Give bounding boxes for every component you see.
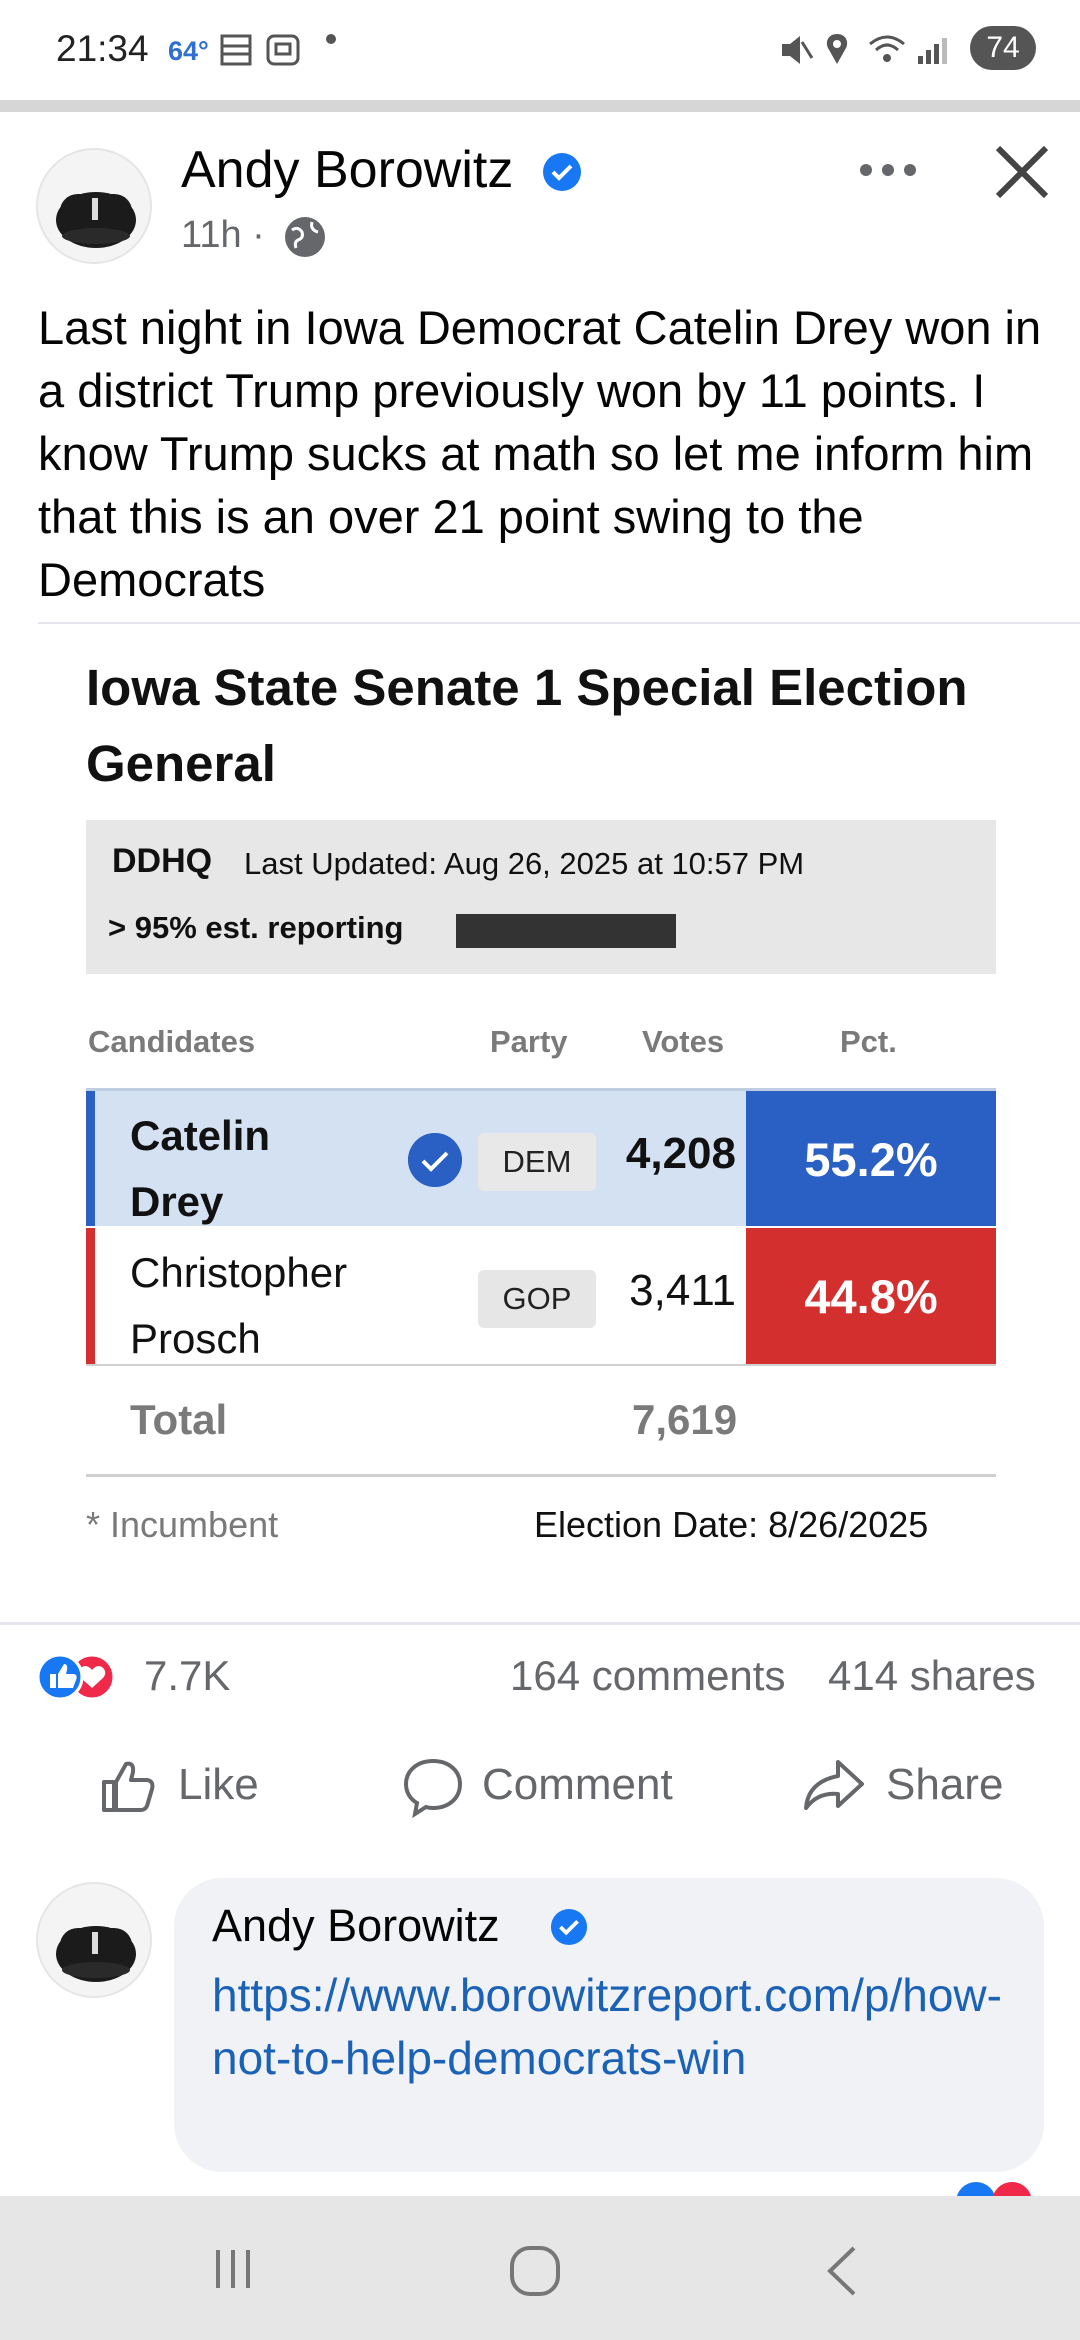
candidate-pct: 44.8% xyxy=(746,1228,996,1364)
share-label: Share xyxy=(886,1760,1004,1809)
globe-icon xyxy=(285,217,325,257)
screenshot-icon xyxy=(266,34,300,66)
total-divider xyxy=(86,1474,996,1477)
candidate-row: Christopher Prosch GOP 3,411 44.8% xyxy=(86,1228,996,1366)
reaction-icons[interactable] xyxy=(36,1652,136,1702)
home-icon[interactable] xyxy=(508,2244,562,2298)
incumbent-note: * Incumbent xyxy=(86,1504,279,1545)
author-avatar[interactable] xyxy=(36,148,152,264)
share-arrow-icon xyxy=(804,1760,864,1810)
candidate-votes: 3,411 xyxy=(629,1266,736,1315)
election-date: Election Date: 8/26/2025 xyxy=(534,1504,929,1545)
party-stripe xyxy=(86,1228,95,1364)
like-label: Like xyxy=(178,1760,259,1809)
verified-badge-icon xyxy=(550,1908,588,1946)
party-badge: GOP xyxy=(478,1270,596,1328)
close-icon[interactable] xyxy=(992,142,1052,202)
comment-button[interactable]: Comment xyxy=(402,1752,692,1822)
wifi-icon xyxy=(869,35,905,62)
comment-link[interactable]: https://www.borowitzreport.com/p/how-not… xyxy=(212,1969,1002,2084)
candidate-name: Christopher Prosch xyxy=(130,1249,348,1362)
candidate-name: Catelin Drey xyxy=(130,1112,271,1225)
election-title: Iowa State Senate 1 Special Election Gen… xyxy=(86,659,968,792)
party-badge: DEM xyxy=(478,1133,596,1191)
total-label: Total xyxy=(130,1396,228,1443)
status-temperature: 64° xyxy=(168,36,209,66)
post-author-name[interactable]: Andy Borowitz xyxy=(181,141,514,199)
candidate-votes: 4,208 xyxy=(625,1129,736,1178)
status-bar: 21:34 64° 74 xyxy=(0,0,1080,100)
column-party: Party xyxy=(490,1024,568,1059)
share-count[interactable]: 414 shares xyxy=(828,1652,1036,1699)
winner-check-icon xyxy=(408,1133,462,1187)
candidate-pct: 55.2% xyxy=(746,1091,996,1226)
comment-author-name[interactable]: Andy Borowitz xyxy=(212,1900,500,1951)
reaction-count[interactable]: 7.7K xyxy=(144,1652,231,1699)
verified-badge-icon xyxy=(543,153,581,191)
party-stripe xyxy=(86,1091,95,1226)
thumbs-up-icon xyxy=(102,1761,155,1812)
image-top-border xyxy=(38,622,1080,624)
like-button[interactable]: Like xyxy=(98,1752,278,1822)
mute-icon xyxy=(782,36,814,64)
system-nav-bar xyxy=(0,2196,1080,2340)
battery-indicator: 74 xyxy=(970,26,1036,70)
column-candidates: Candidates xyxy=(88,1024,256,1059)
reporting-status: > 95% est. reporting xyxy=(108,910,404,945)
notification-dot-icon xyxy=(326,34,336,44)
comment-bubble: Andy Borowitz https://www.borowitzreport… xyxy=(174,1878,1044,2172)
update-box: DDHQ Last Updated: Aug 26, 2025 at 10:57… xyxy=(86,820,996,974)
comment-label: Comment xyxy=(482,1760,673,1809)
location-icon xyxy=(826,34,848,64)
comment-bubble-icon xyxy=(403,1758,463,1818)
total-votes: 7,619 xyxy=(632,1396,738,1443)
signal-icon xyxy=(918,38,947,64)
top-divider xyxy=(0,100,1080,112)
post-text: Last night in Iowa Democrat Catelin Drey… xyxy=(38,301,1042,606)
cap-image xyxy=(56,1926,136,1982)
column-votes: Votes xyxy=(642,1024,725,1059)
back-icon[interactable] xyxy=(822,2244,862,2298)
candidate-row: Catelin Drey DEM 4,208 55.2% xyxy=(86,1088,996,1226)
more-options-icon[interactable] xyxy=(856,150,920,190)
last-updated: Last Updated: Aug 26, 2025 at 10:57 PM xyxy=(244,846,805,881)
comment-count[interactable]: 164 comments xyxy=(510,1652,786,1699)
share-button[interactable]: Share xyxy=(802,1752,1012,1822)
cap-image xyxy=(56,192,136,248)
post-timestamp[interactable]: 11h · xyxy=(181,214,265,256)
recent-apps-icon[interactable] xyxy=(210,2246,256,2292)
ddhq-logo: DDHQ xyxy=(112,842,213,880)
image-bottom-border xyxy=(0,1622,1080,1625)
reporting-bar xyxy=(456,914,676,948)
status-time: 21:34 xyxy=(56,28,149,69)
weather-icon xyxy=(220,34,252,66)
commenter-avatar[interactable] xyxy=(36,1882,152,1998)
column-pct: Pct. xyxy=(840,1024,897,1059)
